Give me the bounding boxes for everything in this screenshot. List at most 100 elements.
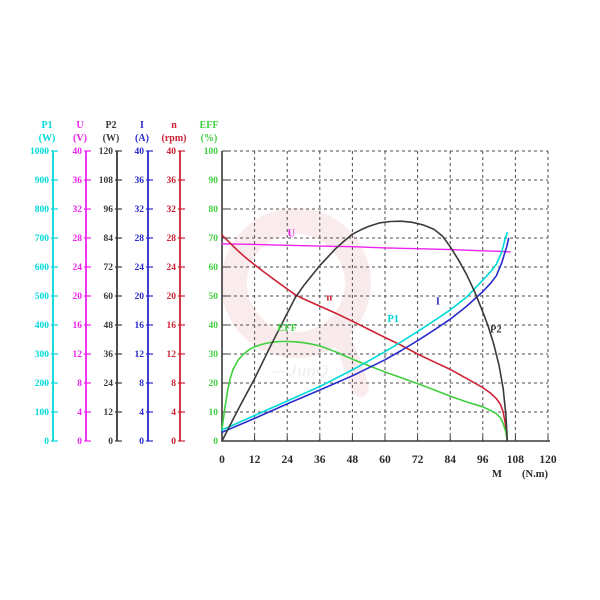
watermark-ring (221, 208, 371, 358)
series-n (221, 234, 509, 442)
y-axis-tick-label: 50 (209, 292, 219, 302)
gridlines (222, 150, 549, 441)
curve-labels: Un EFF P1 I P2 (277, 229, 501, 336)
y-axis-unit-I: (A) (135, 133, 149, 144)
y-axis-tick-label: 84 (104, 234, 114, 244)
y-axis-tick-label: 28 (167, 234, 177, 244)
y-axis-tick-label: 40 (167, 147, 177, 157)
y-axis-tick-label: 40 (135, 147, 145, 157)
y-axis-tick-label: 120 (99, 147, 114, 157)
y-axis-unit-U: (V) (73, 133, 87, 144)
x-axis-unit: (N.m) (522, 469, 548, 480)
x-axis-tick-label: 60 (379, 454, 391, 466)
y-axis-tick-label: 48 (104, 321, 114, 331)
series-P1 (221, 232, 509, 431)
y-axis-tick-label: 20 (135, 292, 145, 302)
y-axis-tick-label: 0 (213, 437, 218, 447)
x-axis-tick-label: 120 (539, 454, 557, 466)
y-axis-tick-label: 60 (104, 292, 114, 302)
x-axis-tick-label: 96 (477, 454, 489, 466)
y-axis-tick-label: 4 (171, 408, 176, 418)
y-axis-tick-label: 900 (35, 176, 50, 186)
x-axis-tick-label: 24 (281, 454, 293, 466)
y-axis-tick-label: 4 (139, 408, 144, 418)
y-axis-tick-label: 40 (73, 147, 83, 157)
y-axis-tick-label: 100 (204, 147, 219, 157)
y-axis-tick-label: 32 (73, 205, 83, 215)
y-axis-unit-P1: (W) (39, 133, 56, 144)
y-axis-tick-label: 400 (35, 321, 50, 331)
x-axis-tick-label: 12 (249, 454, 261, 466)
y-axis-title-n: n (171, 120, 177, 131)
y-axis-tick-label: 1000 (30, 147, 49, 157)
series-I (221, 237, 510, 434)
x-axis-tick-label: 0 (219, 454, 225, 466)
y-axis-tick-label: 12 (73, 350, 83, 360)
series-U (221, 243, 511, 253)
y-axis-title-U: U (76, 120, 83, 131)
y-axis-tick-label: 500 (35, 292, 50, 302)
curve-label-EFF: EFF (277, 323, 297, 334)
x-axis-tick-label: 36 (314, 454, 326, 466)
curve-label-P2: P2 (490, 324, 502, 335)
curve-label-U: U (287, 229, 295, 240)
y-axis-tick-label: 20 (73, 292, 83, 302)
watermark-tail (327, 321, 369, 397)
x-axis: 0 12 24 36 48 60 72 84 96 108 120 M (N.m) (219, 454, 557, 480)
y-axis-tick-label: 16 (167, 321, 177, 331)
y-axis-tick-label: 100 (35, 408, 50, 418)
y-axis-tick-label: 20 (209, 379, 219, 389)
y-axis-tick-label: 800 (35, 205, 50, 215)
y-axis-tick-label: 12 (167, 350, 177, 360)
y-axis-tick-label: 20 (167, 292, 177, 302)
y-axis-tick-label: 0 (139, 437, 144, 447)
y-axis-tick-label: 70 (209, 234, 219, 244)
series-P2 (221, 220, 509, 442)
y-axis-tick-label: 36 (135, 176, 145, 186)
y-axis-tick-label: 32 (167, 205, 177, 215)
y-axis-tick-label: 32 (135, 205, 145, 215)
x-axis-tick-label: 108 (507, 454, 525, 466)
y-axis-tick-label: 24 (135, 263, 145, 273)
y-axis-tick-label: 8 (139, 379, 144, 389)
y-axis-tick-label: 108 (99, 176, 114, 186)
x-axis-tick-label: 72 (412, 454, 424, 466)
y-axis-tick-label: 40 (209, 321, 219, 331)
y-axis-unit-P2: (W) (103, 133, 120, 144)
y-axis-tick-label: 0 (77, 437, 82, 447)
y-axis-tick-label: 0 (44, 437, 49, 447)
y-axis-tick-label: 24 (104, 379, 114, 389)
curve-label-n: n (326, 292, 332, 303)
y-axis-tick-label: 8 (77, 379, 82, 389)
x-axis-tick-label: 48 (347, 454, 359, 466)
y-axis-tick-label: 28 (135, 234, 145, 244)
y-axis-title-EFF: EFF (200, 120, 219, 131)
y-axis-title-P1: P1 (41, 120, 52, 131)
y-axis-tick-label: 4 (77, 408, 82, 418)
plot-frame (221, 150, 550, 442)
y-axis-tick-label: 8 (171, 379, 176, 389)
y-axis-unit-n: (rpm) (162, 133, 187, 144)
y-axis-tick-label: 72 (104, 263, 114, 273)
y-axis-tick-label: 30 (209, 350, 219, 360)
y-axis-tick-label: 24 (73, 263, 83, 273)
x-axis-tick-label: 84 (444, 454, 456, 466)
y-axis-unit-EFF: (%) (201, 133, 218, 144)
y-axis-tick-label: 0 (171, 437, 176, 447)
y-axis-tick-label: 36 (73, 176, 83, 186)
y-axis-tick-label: 0 (108, 437, 113, 447)
y-axis-tick-label: 300 (35, 350, 50, 360)
y-axis-tick-label: 12 (104, 408, 114, 418)
x-axis-title: M (492, 469, 502, 480)
y-axis-tick-label: 12 (135, 350, 145, 360)
curve-label-I: I (436, 297, 440, 308)
y-axis-tick-label: 96 (104, 205, 114, 215)
